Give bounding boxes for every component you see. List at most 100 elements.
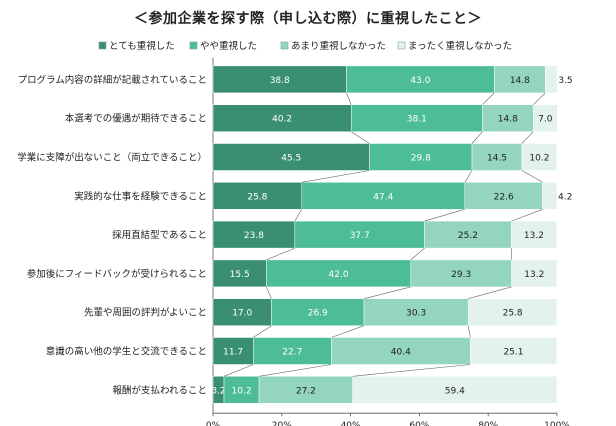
bar-segment (510, 220, 557, 249)
data-label: 14.5 (487, 154, 507, 164)
legend-label-2: やや重視した (200, 40, 257, 52)
bar-segment (301, 182, 466, 210)
bar-segment (212, 337, 254, 365)
bar-segment (294, 220, 425, 249)
bar-segment (223, 376, 260, 404)
category-label: 採用直結型であること (112, 229, 207, 241)
data-label: 45.5 (281, 154, 301, 164)
data-label: 40.2 (272, 115, 292, 125)
category-label: 参加後にフィードバックが受けられること (27, 268, 207, 280)
legend-swatch-4 (397, 41, 406, 50)
connector-line (253, 325, 272, 338)
x-tick-label: 80% (478, 421, 498, 426)
category-label: 学業に支障が出ないこと（両立できること） (17, 152, 207, 164)
category-label: プログラム内容の詳細が記載されていること (18, 74, 207, 86)
bar-segment (212, 259, 267, 288)
connector-line (468, 286, 512, 299)
data-label: 29.8 (411, 154, 431, 164)
connector-line (331, 325, 365, 338)
bar-segment (252, 337, 332, 365)
data-label: 14.8 (498, 115, 518, 125)
connector-line (521, 131, 534, 144)
data-label: 59.4 (445, 386, 465, 396)
bar-segment (470, 337, 557, 365)
category-label: 先輩や周囲の評判がよいこと (84, 307, 207, 319)
category-label: 実践的な仕事を経験できること (74, 190, 207, 202)
connector-line (363, 286, 411, 299)
connector-line (471, 131, 483, 144)
data-label: 27.2 (296, 386, 316, 396)
legend-swatch-3 (280, 41, 289, 50)
bar-segment (212, 298, 272, 326)
bar-segment (467, 298, 558, 326)
data-label: 10.2 (529, 154, 549, 164)
legend-label-4: まったく重視しなかった (408, 40, 512, 52)
connector-line (424, 209, 465, 222)
bar-segment (331, 337, 471, 365)
data-label: 42.0 (329, 270, 349, 280)
data-label: 25.8 (503, 309, 523, 319)
connector-line (223, 364, 254, 377)
data-label: 26.9 (308, 309, 328, 319)
connector-line (533, 92, 546, 105)
data-label: 30.3 (406, 309, 426, 319)
connector-line (301, 170, 370, 183)
connector-line (266, 286, 272, 299)
connector-line (464, 170, 473, 183)
bar-segment (212, 104, 352, 132)
x-tick-label: 60% (409, 421, 429, 426)
bar-segment (521, 143, 558, 171)
data-label: 23.8 (244, 231, 264, 241)
bar-segment (212, 143, 370, 171)
data-label: 38.8 (270, 76, 290, 86)
data-label: 10.2 (232, 386, 252, 396)
legend-swatch-1 (98, 41, 107, 50)
connector-line (259, 364, 332, 377)
category-label: 報酬が支払われること (112, 384, 207, 396)
x-tick-label: 40% (341, 421, 361, 426)
data-label: 13.2 (524, 231, 544, 241)
category-label: 本選考での優遇が期待できること (65, 113, 207, 125)
connector-line (410, 247, 425, 261)
data-label: 40.4 (391, 348, 411, 358)
data-label: 47.4 (373, 192, 393, 202)
connector-line (294, 209, 303, 222)
data-label: 13.2 (524, 270, 544, 280)
legend-swatch-2 (189, 41, 198, 50)
category-label: 意識の高い他の学生と交流できること (46, 346, 207, 358)
bar-segment (545, 65, 558, 94)
bar-segment (258, 376, 353, 404)
data-label: 38.1 (407, 115, 427, 125)
chart-title: ＜参加企業を探す際（申し込む際）に重視したこと＞ (134, 11, 482, 27)
bar-segment (533, 104, 558, 132)
bar-segment (542, 182, 558, 210)
data-label: 29.3 (451, 270, 471, 280)
bar-segment (363, 298, 469, 326)
bar-segment (410, 259, 512, 288)
data-label: 25.2 (458, 231, 478, 241)
legend-label-3: あまり重視しなかった (291, 40, 386, 52)
data-label: 43.0 (410, 76, 430, 86)
connector-line (351, 131, 370, 144)
x-tick-label: 100% (544, 421, 570, 426)
bar-segment (464, 182, 543, 210)
data-label: 25.8 (247, 192, 267, 202)
data-label: 4.2 (558, 192, 572, 202)
data-label: 17.0 (232, 309, 252, 319)
legend-label-1: とても重視した (109, 40, 175, 52)
data-label: 25.1 (503, 348, 523, 358)
data-label: 22.7 (282, 348, 302, 358)
data-label: 14.8 (510, 76, 530, 86)
bar-segment (511, 259, 558, 288)
bar-segment (271, 298, 365, 326)
x-tick-label: 20% (272, 421, 292, 426)
bar-segment (212, 65, 347, 94)
connector-line (346, 92, 352, 105)
connector-line (266, 247, 295, 261)
data-label: 3.2 (211, 386, 225, 396)
bar-segment (424, 220, 512, 249)
data-label: 3.5 (558, 76, 572, 86)
x-tick-label: 0% (206, 421, 221, 426)
connector-line (482, 92, 495, 105)
